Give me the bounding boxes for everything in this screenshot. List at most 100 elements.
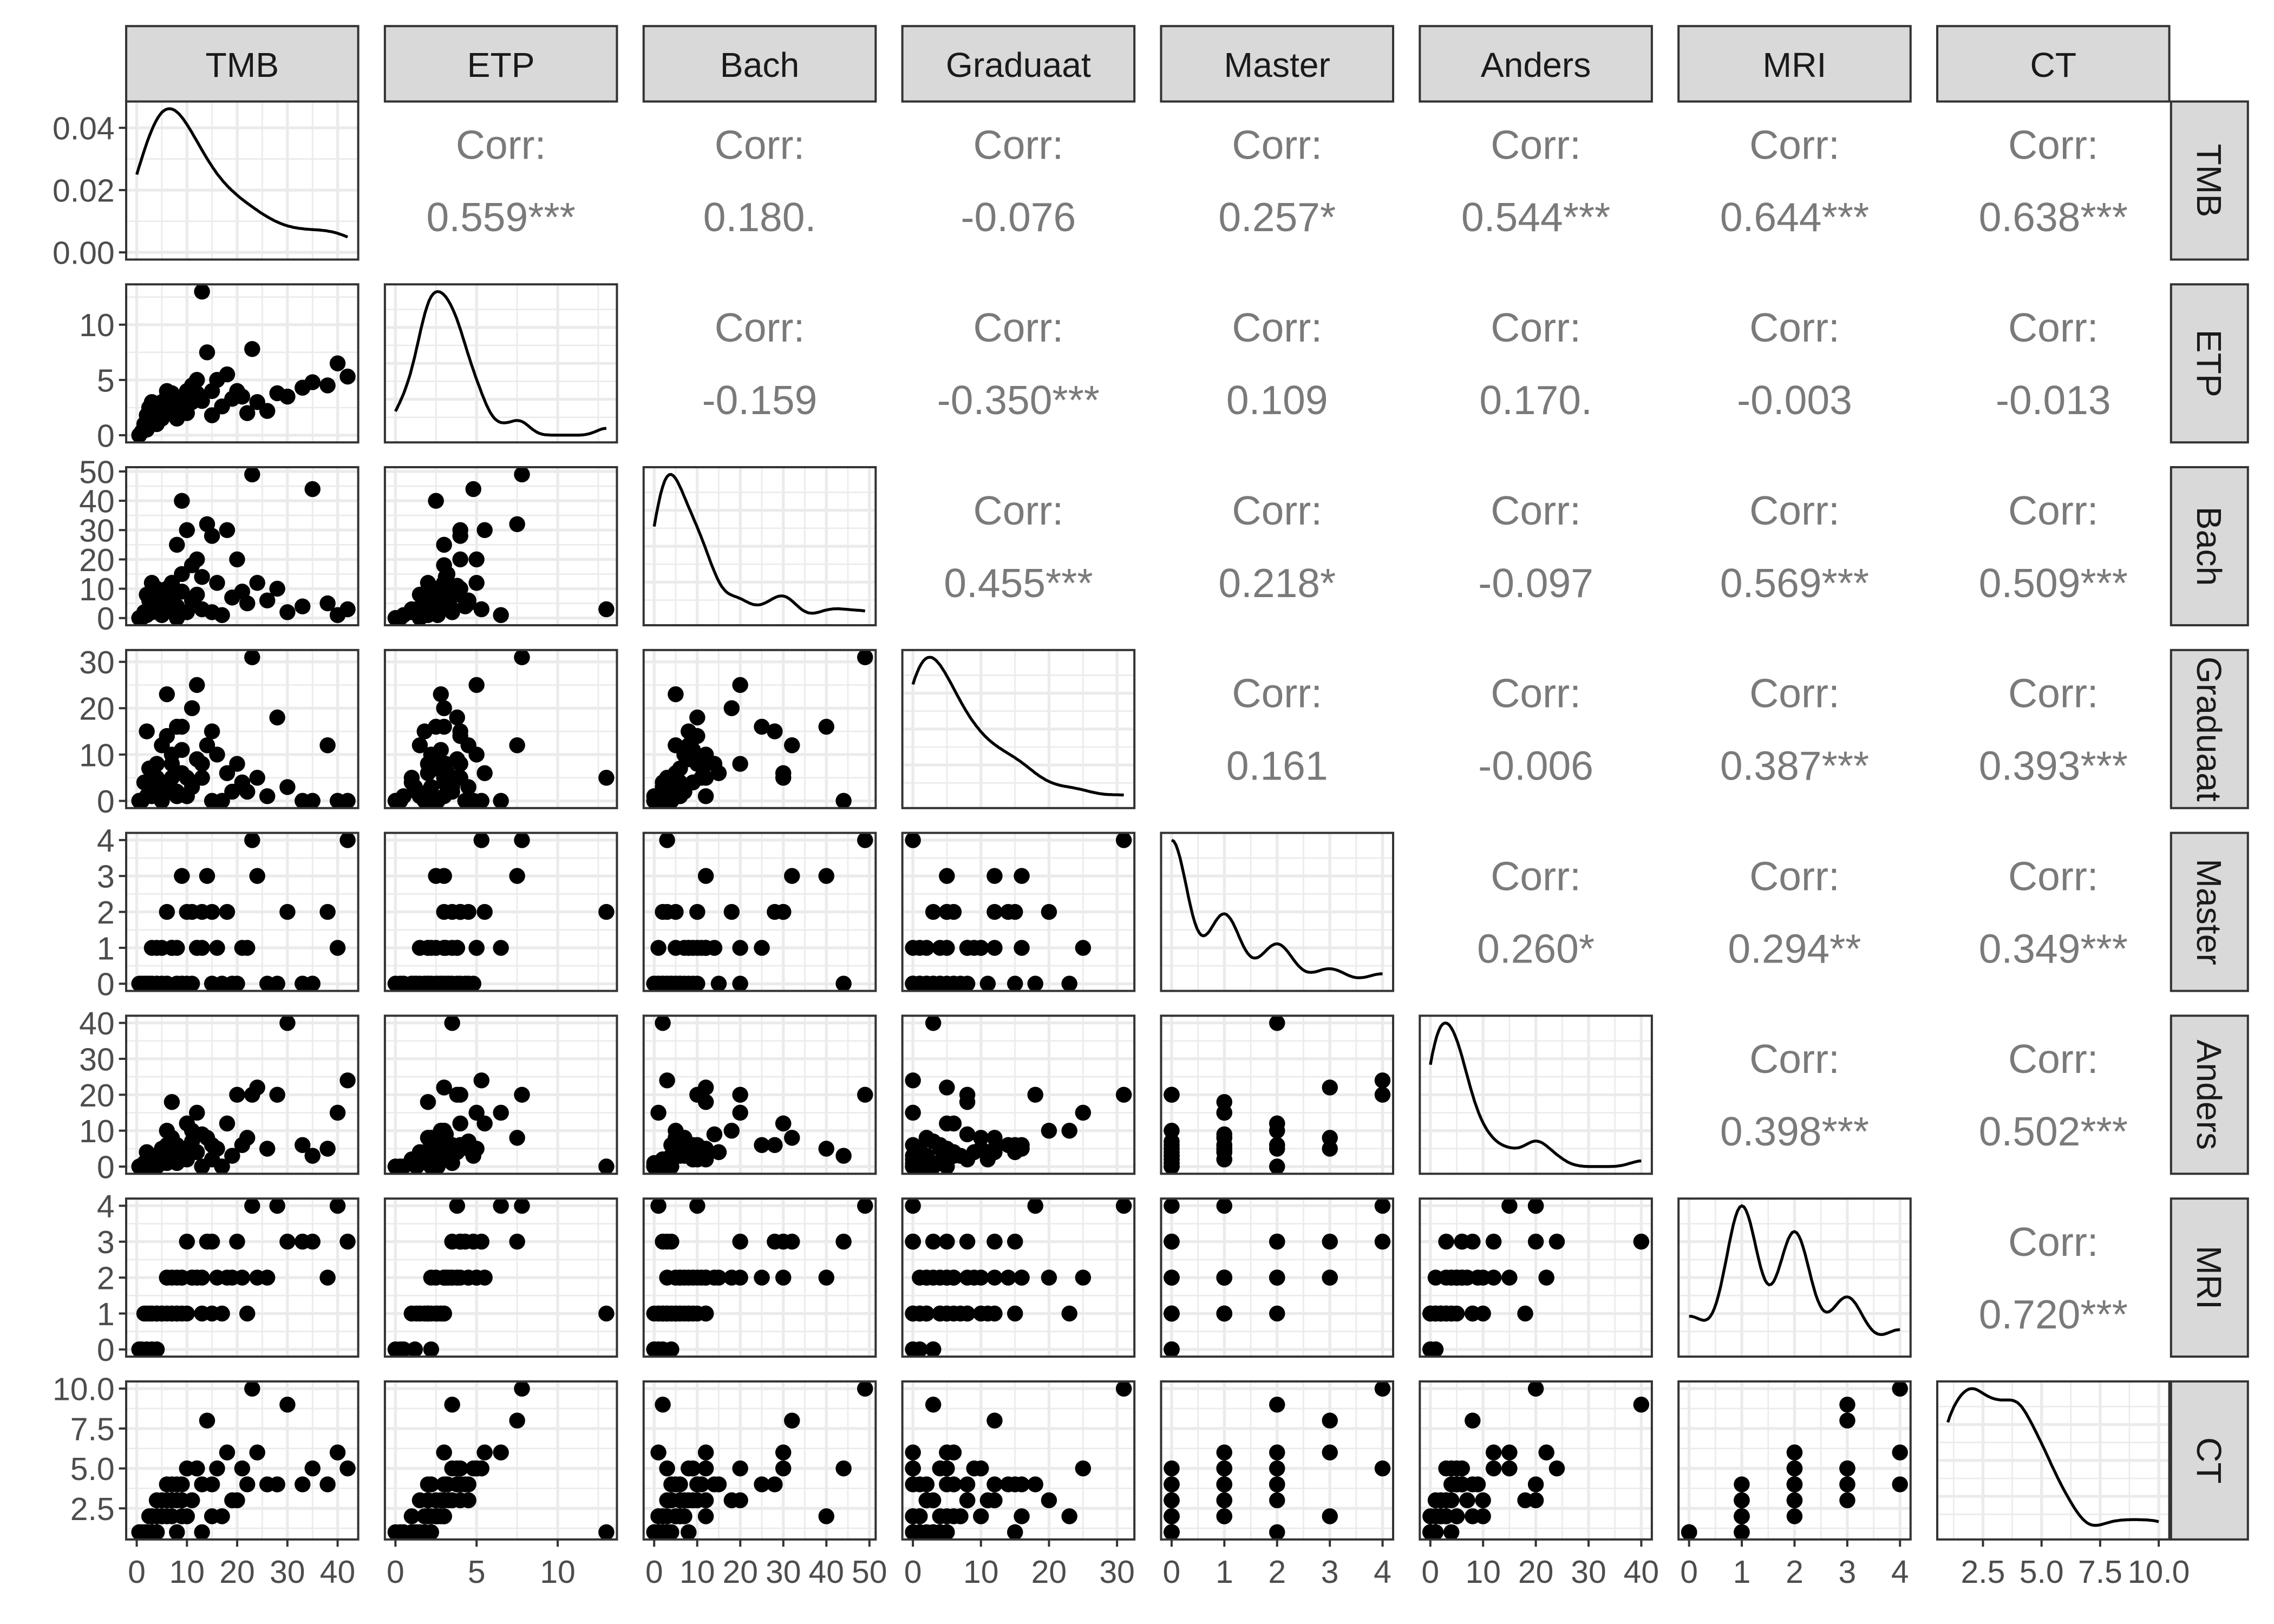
data-point [1374,1072,1391,1089]
data-point [672,1508,688,1524]
panel-TMB-ETP: Corr: 0.559*** [427,122,576,240]
panel-Anders-ETP [383,1014,618,1175]
data-point [279,1015,296,1031]
data-point [174,742,190,758]
data-point [1892,1380,1908,1397]
data-point [429,1508,446,1524]
panel-TMB-CT: Corr: 0.638*** [1979,122,2128,240]
y-tick-label: 10 [79,308,115,343]
data-point [706,940,723,956]
y-tick-label: 0 [97,601,115,637]
data-point [979,975,996,992]
y-tick-label: 2.5 [70,1492,115,1527]
data-point [973,1508,989,1524]
data-point [1269,1397,1285,1413]
data-point [239,1305,256,1322]
data-point [509,1130,525,1146]
data-point [408,975,425,992]
panel-MRI-ETP [383,1197,618,1358]
data-point [1041,1123,1057,1139]
data-point [912,940,928,956]
data-point [668,686,684,703]
strip-top-ETP [383,25,618,103]
strip-right-ETP [2170,283,2249,444]
y-tick-label: 3 [97,1225,115,1260]
data-point [1322,1444,1338,1461]
data-point [437,1476,454,1492]
data-point [986,1233,1003,1250]
data-point [295,975,311,992]
data-point [339,1072,356,1089]
strip-right-Graduaat [2170,649,2249,809]
panel-Bach-ETP [383,466,618,627]
data-point [663,1476,679,1492]
data-point [1164,1524,1180,1541]
data-point [209,575,225,591]
corr-value: 0.559*** [427,194,576,240]
data-point [932,1508,948,1524]
data-point [723,1123,740,1139]
data-point [1115,1197,1132,1214]
data-point [219,522,236,539]
corr-label: Corr: [715,305,805,350]
data-point [194,1524,210,1541]
x-tick-label: 20 [722,1555,758,1590]
data-point [279,779,296,795]
data-point [452,1115,468,1132]
x-tick-label: 4 [1891,1555,1909,1590]
panel-Graduaat-MRI: Corr: 0.387*** [1720,671,1869,789]
strip-right-label: Anders [2190,1040,2229,1150]
data-point [1014,1476,1030,1492]
data-point [304,1148,321,1164]
data-point [1007,1305,1023,1322]
panel-Graduaat-Bach [642,649,877,809]
panel-border [1936,1380,2171,1541]
data-point [174,396,190,412]
data-point [164,385,180,402]
data-point [436,1079,452,1096]
data-point [1014,1269,1030,1286]
panel-Anders-MRI: Corr: 0.398*** [1720,1036,1869,1154]
data-point [659,1305,675,1322]
data-point [685,1460,701,1477]
data-point [224,1148,240,1164]
data-point [857,1197,873,1214]
data-point [1269,1524,1285,1541]
data-point [939,1233,955,1250]
corr-label: Corr: [2008,853,2099,899]
data-point [164,940,180,956]
data-point [509,516,525,533]
data-point [468,1104,485,1121]
data-point [1322,1269,1338,1286]
data-point [925,1341,942,1358]
data-point [416,723,433,739]
data-point [685,1269,701,1286]
density-curve-ETP [394,290,607,437]
data-point [179,1508,195,1524]
data-point [224,1492,240,1509]
data-point [1485,1233,1502,1250]
data-point [468,746,485,763]
data-point [429,607,446,623]
panel-Bach-Bach [642,466,877,627]
data-point [493,940,509,956]
data-point [329,940,346,956]
x-tick-label: 40 [1624,1555,1659,1590]
y-tick-label: 4 [97,823,115,859]
data-point [835,975,852,992]
corr-label: Corr: [2008,122,2099,167]
data-point [1269,1476,1285,1492]
data-point [918,1305,935,1322]
data-point [436,903,452,920]
y-tick-label: 0.00 [53,236,115,271]
panel-CT-Graduaat: 0 10 20 30 [901,1380,1136,1590]
y-tick-label: 40 [79,1006,115,1042]
data-point [244,466,260,483]
data-point [1075,1269,1092,1286]
data-point [204,1233,220,1250]
data-point [444,1460,460,1477]
corr-label: Corr: [1232,488,1322,533]
data-point [174,1492,190,1509]
data-point [1322,1141,1338,1157]
data-point [979,1305,996,1322]
